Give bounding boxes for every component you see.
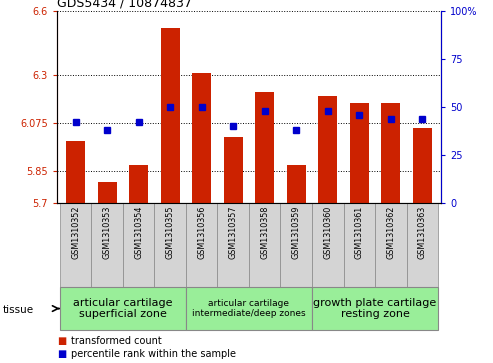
Bar [60, 287, 186, 330]
Bar [382, 103, 400, 203]
Bar [224, 137, 243, 203]
Text: growth plate cartilage
resting zone: growth plate cartilage resting zone [314, 298, 437, 319]
Bar [98, 182, 116, 203]
Bar [186, 287, 312, 330]
Text: GSM1310355: GSM1310355 [166, 206, 175, 259]
Bar [123, 203, 154, 287]
Bar [192, 73, 211, 203]
Text: transformed count: transformed count [71, 336, 162, 346]
Text: GSM1310356: GSM1310356 [197, 206, 206, 259]
Bar [344, 203, 375, 287]
Text: GSM1310360: GSM1310360 [323, 206, 332, 259]
Text: GSM1310353: GSM1310353 [103, 206, 111, 259]
Bar [350, 103, 369, 203]
Text: GSM1310352: GSM1310352 [71, 206, 80, 259]
Bar [60, 203, 91, 287]
Text: articular cartilage
superficial zone: articular cartilage superficial zone [73, 298, 173, 319]
Bar [375, 203, 407, 287]
Bar [281, 203, 312, 287]
Bar [318, 97, 337, 203]
Text: GSM1310361: GSM1310361 [355, 206, 364, 259]
Bar [407, 203, 438, 287]
Text: articular cartilage
intermediate/deep zones: articular cartilage intermediate/deep zo… [192, 299, 306, 318]
Bar [186, 203, 217, 287]
Bar [312, 203, 344, 287]
Bar [161, 28, 179, 203]
Bar [287, 165, 306, 203]
Text: GSM1310363: GSM1310363 [418, 206, 427, 259]
Text: ■: ■ [57, 336, 66, 346]
Text: GSM1310357: GSM1310357 [229, 206, 238, 259]
Bar [255, 92, 274, 203]
Bar [312, 287, 438, 330]
Bar [129, 165, 148, 203]
Bar [154, 203, 186, 287]
Text: GDS5434 / 10874837: GDS5434 / 10874837 [57, 0, 192, 10]
Text: GSM1310359: GSM1310359 [292, 206, 301, 259]
Bar [249, 203, 281, 287]
Text: percentile rank within the sample: percentile rank within the sample [71, 349, 237, 359]
Text: ■: ■ [57, 349, 66, 359]
Text: GSM1310358: GSM1310358 [260, 206, 269, 259]
Bar [217, 203, 249, 287]
Text: GSM1310362: GSM1310362 [387, 206, 395, 259]
Bar [91, 203, 123, 287]
Text: tissue: tissue [2, 305, 34, 315]
Bar [413, 129, 432, 203]
Bar [66, 141, 85, 203]
Text: GSM1310354: GSM1310354 [134, 206, 143, 259]
